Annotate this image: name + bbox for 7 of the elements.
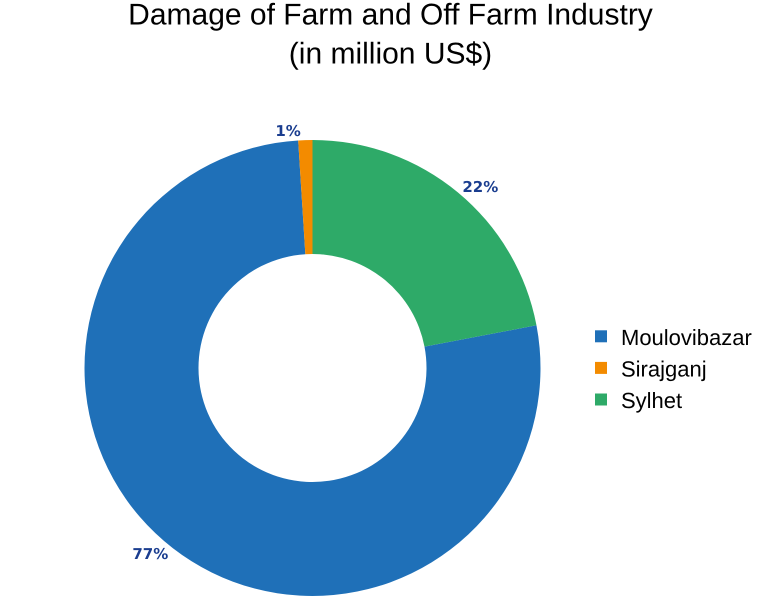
- legend-label: Moulovibazar: [621, 324, 752, 350]
- chart-title: Damage of Farm and Off Farm Industry (in million US$): [128, 0, 653, 71]
- data-label: 1%: [275, 122, 301, 140]
- legend-label: Sirajganj: [621, 356, 707, 382]
- data-label: 22%: [462, 178, 498, 196]
- data-label: 77%: [132, 544, 168, 563]
- legend-label: Sylhet: [621, 388, 682, 414]
